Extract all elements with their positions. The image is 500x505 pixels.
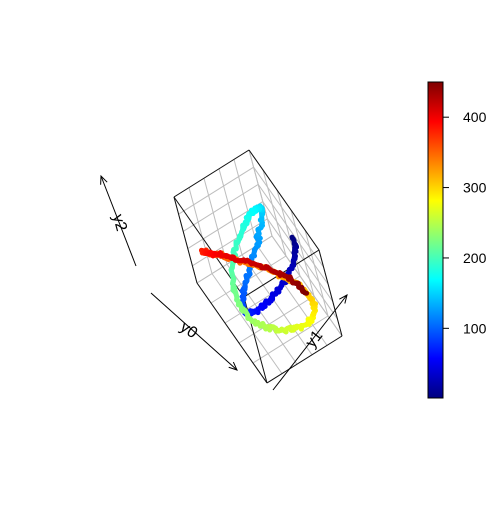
colorbar-tick-label: 400 [463,109,487,125]
colorbar [428,82,443,398]
z-axis-label: y2 [109,212,130,233]
x-axis-label: y0 [177,319,201,343]
grid-line [277,190,300,276]
grid-line [242,255,312,355]
colorbar-ticks: 100 200 300 400 [443,109,487,336]
grid-line [263,170,286,256]
colorbar-tick-label: 100 [463,320,487,336]
box-edge [319,250,342,336]
colorbar-tick-label: 200 [463,250,487,266]
colorbar-tick-label: 300 [463,180,487,196]
